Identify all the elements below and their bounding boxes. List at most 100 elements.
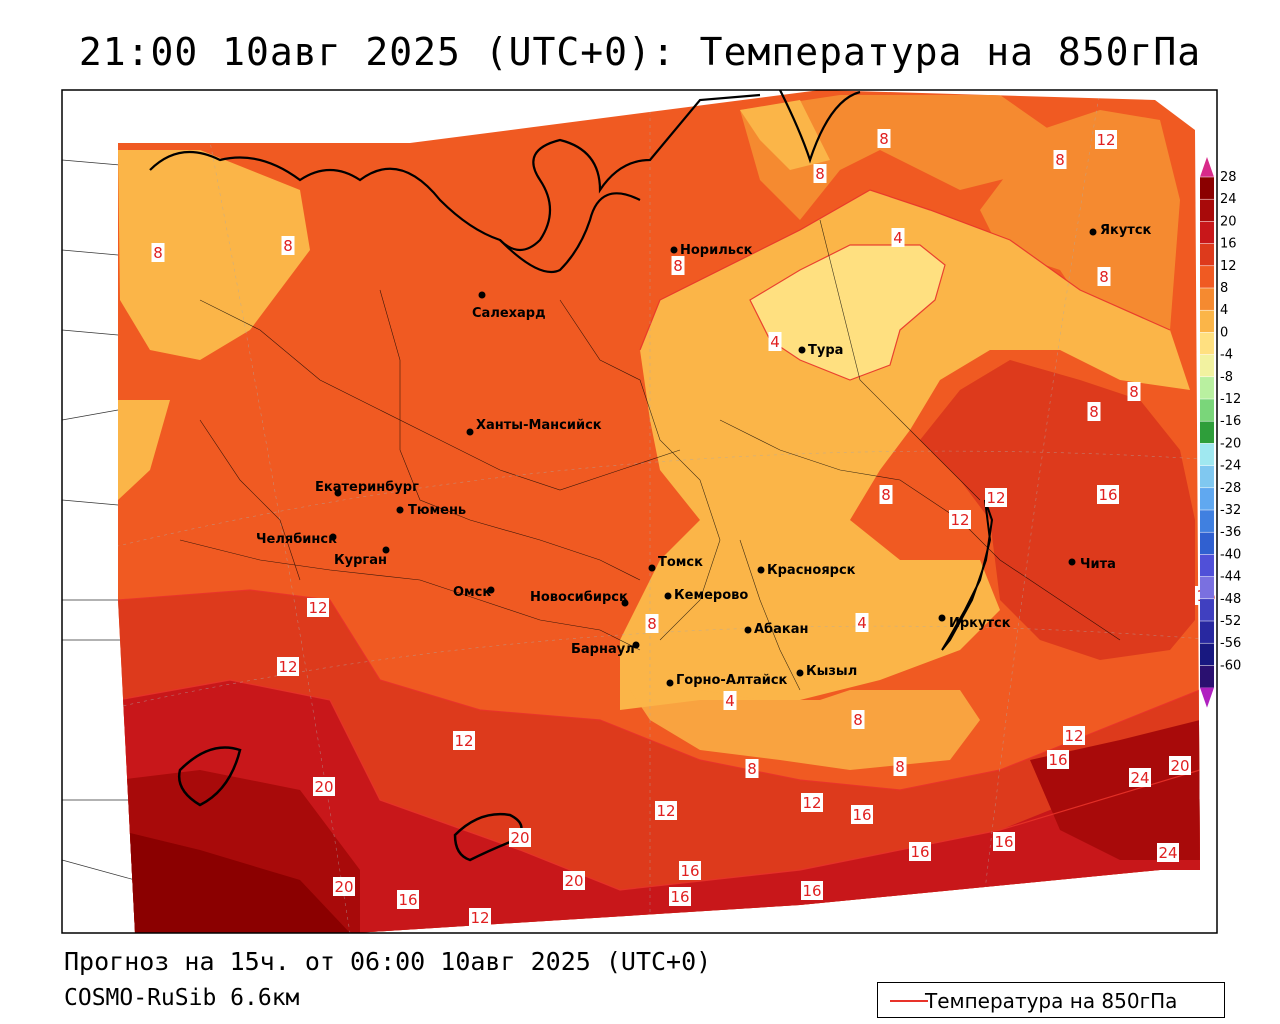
isotherm-label-bg [1087,402,1101,421]
isotherm-label-bg [1095,130,1117,149]
isotherm-label-bg [509,828,531,847]
legend-line-swatch [890,1000,928,1002]
city-label: Новосибирск [530,590,628,605]
city-marker [396,506,404,514]
isotherm-label-bg [671,256,685,275]
colorbar-segment [1200,576,1214,599]
colorbar-segment [1200,421,1214,444]
city-marker [382,546,390,554]
isotherm-label-bg [893,757,907,776]
colorbar-tick-label: 8 [1220,281,1228,296]
city-marker [757,566,765,574]
isotherm-label-bg [723,691,737,710]
colorbar-tick-label: 4 [1220,303,1228,318]
colorbar-tick-label: -8 [1220,370,1233,385]
colorbar-tick-label: 12 [1220,259,1237,274]
isotherm-label: 24 [1130,769,1149,787]
isotherm-label-bg [1097,485,1119,504]
isotherm-label-bg [277,657,299,676]
map-title: 21:00 10авг 2025 (UTC+0): Температура на… [78,30,1202,74]
colorbar-segment [1200,354,1214,377]
city-label: Омск [453,585,491,600]
colorbar-tick-label: -36 [1220,525,1241,540]
isotherm-label-bg [891,228,905,247]
isotherm-label: 8 [881,486,891,504]
isotherm-label: 12 [454,732,473,750]
isotherm-label: 16 [398,891,417,909]
city-marker [666,679,674,687]
isotherm-label-bg [1063,726,1085,745]
isotherm-label-bg [1127,382,1141,401]
isotherm-label: 20 [314,778,333,796]
colorbar-segment [1200,310,1214,333]
isotherm-label-bg [397,890,419,909]
city-label: Ханты-Мансийск [476,418,602,433]
colorbar-segment [1200,288,1214,311]
legend-label: Температура на 850гПа [925,989,1178,1013]
colorbar-tick-label: 24 [1220,192,1237,207]
colorbar-segment [1200,465,1214,488]
colorbar-segment [1200,643,1214,666]
isotherm-label: 16 [1048,751,1067,769]
isotherm-label-bg [1129,768,1151,787]
city-marker [1089,228,1097,236]
isotherm-label: 12 [470,909,489,927]
isotherm-label: 16 [852,806,871,824]
colorbar-tick-label: -56 [1220,636,1241,651]
isotherm-label-bg [453,731,475,750]
colorbar-segment [1200,532,1214,555]
colorbar-segment [1200,665,1214,688]
colorbar-segment [1200,332,1214,355]
colorbar-segment [1200,376,1214,399]
isotherm-label-bg [1169,756,1191,775]
isotherm-label: 16 [670,888,689,906]
isotherm-label-bg [313,777,335,796]
colorbar-segment [1200,177,1214,200]
city-label: Иркутск [949,616,1011,631]
city-label: Кызыл [806,664,857,679]
isotherm-label: 16 [680,862,699,880]
isotherm-label-bg [877,129,891,148]
colorbar-tick-label: 0 [1220,325,1228,340]
isotherm-label-bg [813,164,827,183]
isotherm-label-bg [801,793,823,812]
colorbar-tick-label: -24 [1220,459,1241,474]
colorbar-tick-label: -16 [1220,414,1241,429]
legend-box: Температура на 850гПа [877,982,1225,1018]
isotherm-label-bg [993,832,1015,851]
isotherm-label-bg [949,510,971,529]
colorbar-segment [1200,221,1214,244]
colorbar-segment [1200,243,1214,266]
isotherm-label: 12 [1064,727,1083,745]
isotherm-label: 16 [1098,486,1117,504]
isotherm-label-bg [679,861,701,880]
isotherm-label: 8 [747,760,757,778]
city-label: Барнаул [571,642,635,657]
isotherm-label-bg [879,485,893,504]
city-marker [478,291,486,299]
isotherm-label: 8 [1089,403,1099,421]
colorbar-tick-label: -20 [1220,436,1241,451]
colorbar-tick-label: 20 [1220,214,1237,229]
city-marker [466,428,474,436]
isotherm-label: 8 [815,165,825,183]
colorbar-segment [1200,443,1214,466]
colorbar-segment [1200,487,1214,510]
city-marker [329,533,337,541]
colorbar-tick-label: 28 [1220,170,1237,185]
city-marker [621,599,629,607]
isotherm-label-bg [469,908,491,927]
colorbar-tick-label: -52 [1220,614,1241,629]
colorbar-segment [1200,399,1214,422]
colorbar-top-arrow [1200,157,1214,177]
isotherm-label-bg [563,871,585,890]
city-marker [648,564,656,572]
isotherm-label: 20 [334,878,353,896]
colorbar-tick-label: -12 [1220,392,1241,407]
city-label: Красноярск [767,563,856,578]
isotherm-label: 12 [308,599,327,617]
isotherm-label-bg [151,243,165,262]
isotherm-label-bg [768,332,782,351]
isotherm-label: 8 [879,130,889,148]
city-label: Челябинск [256,532,337,547]
